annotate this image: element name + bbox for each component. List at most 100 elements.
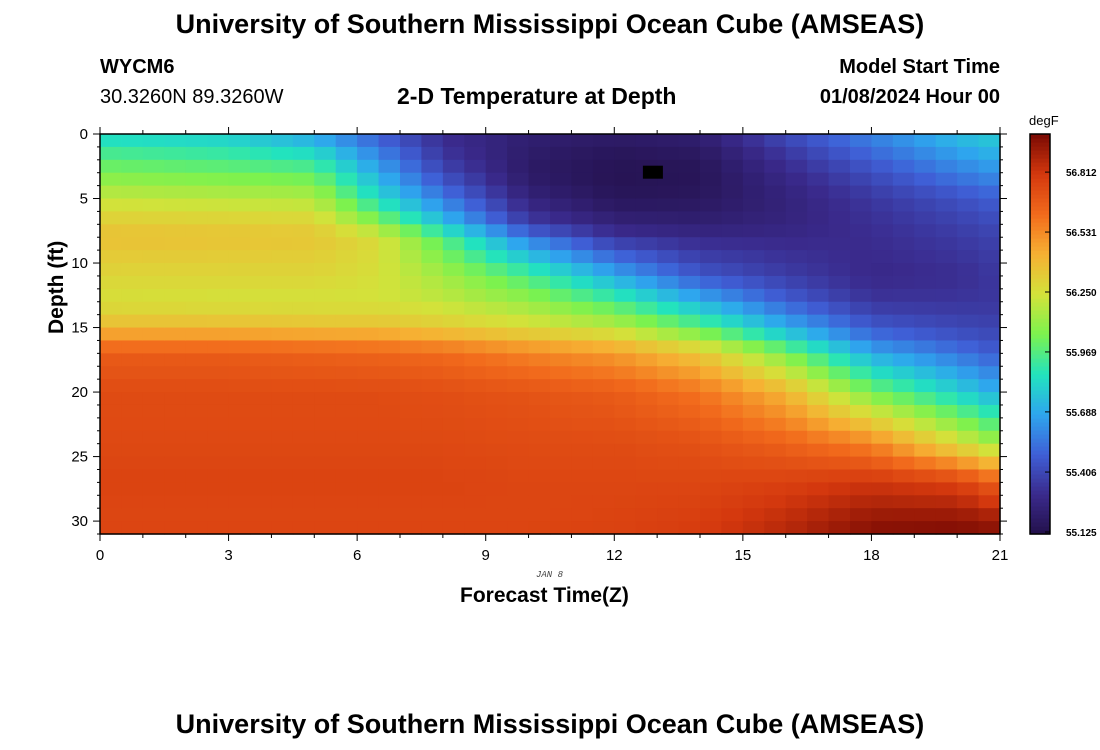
heatmap-cell (850, 417, 873, 432)
heatmap-cell (335, 314, 358, 329)
heatmap-cell (528, 314, 551, 329)
heatmap-cell (721, 288, 744, 303)
heatmap-cell (828, 392, 851, 406)
heatmap-cell (164, 379, 187, 393)
heatmap-cell (592, 172, 615, 187)
heatmap-cell (550, 417, 573, 432)
heatmap-cell (850, 508, 873, 522)
heatmap-cell (678, 172, 701, 187)
heatmap-cell (335, 146, 358, 161)
heatmap-cell (464, 159, 487, 174)
heatmap-cell (957, 353, 980, 367)
heatmap-cell (678, 482, 701, 496)
heatmap-cell (207, 172, 230, 187)
colorbar-segment (1030, 194, 1050, 199)
heatmap-cell (442, 417, 465, 432)
heatmap-cell (400, 250, 423, 264)
heatmap-cell (678, 417, 701, 432)
heatmap-cell (207, 301, 230, 316)
colorbar-segment (1030, 218, 1050, 223)
heatmap-cell (721, 430, 744, 445)
heatmap-cell (142, 353, 165, 367)
heatmap-cell (314, 146, 337, 161)
heatmap-cell (271, 134, 294, 148)
heatmap-cell (528, 353, 551, 367)
heatmap-cell (142, 521, 165, 535)
heatmap-cell (935, 353, 958, 367)
heatmap-cell (807, 250, 830, 264)
heatmap-cell (700, 263, 723, 277)
heatmap-cell (914, 263, 937, 277)
heatmap-cell (271, 237, 294, 251)
heatmap-cell (485, 314, 508, 329)
heatmap-cell (550, 456, 573, 471)
heatmap-cell (828, 443, 851, 458)
heatmap-cell (442, 508, 465, 522)
heatmap-cell (571, 392, 594, 406)
heatmap-cell (421, 314, 444, 329)
heatmap-cell (914, 327, 937, 342)
heatmap-cell (142, 404, 165, 419)
heatmap-cell (400, 301, 423, 316)
heatmap-cell (871, 366, 894, 380)
colorbar-segment (1030, 390, 1050, 395)
heatmap-cell (292, 314, 315, 329)
heatmap-cell (292, 404, 315, 419)
colorbar-segment (1030, 502, 1050, 507)
heatmap-cell (228, 263, 251, 277)
heatmap-cell (464, 327, 487, 342)
heatmap-cell (785, 521, 808, 535)
colorbar-segment (1030, 230, 1050, 235)
heatmap-cell (164, 521, 187, 535)
heatmap-cell (378, 340, 401, 354)
colorbar-segment (1030, 178, 1050, 183)
heatmap-cell (378, 495, 401, 509)
heatmap-cell (764, 508, 787, 522)
heatmap-cell (785, 314, 808, 329)
heatmap-cell (571, 379, 594, 393)
heatmap-cell (121, 237, 144, 251)
heatmap-cell (142, 456, 165, 471)
heatmap-cell (721, 340, 744, 354)
colorbar-segment (1030, 142, 1050, 147)
heatmap-cell (507, 250, 530, 264)
heatmap-cell (850, 482, 873, 496)
heatmap-cell (957, 198, 980, 213)
heatmap-cell (378, 443, 401, 458)
heatmap-cell (785, 482, 808, 496)
heatmap-cell (335, 211, 358, 225)
heatmap-cell (185, 340, 208, 354)
heatmap-cell (228, 392, 251, 406)
heatmap-cell (828, 508, 851, 522)
heatmap-cell (550, 521, 573, 535)
heatmap-cell (528, 224, 551, 238)
heatmap-cell (550, 353, 573, 367)
heatmap-cell (464, 430, 487, 445)
heatmap-cell (892, 366, 915, 380)
heatmap-cell (271, 327, 294, 342)
heatmap-cell (485, 185, 508, 200)
heatmap-cell (614, 172, 637, 187)
heatmap-cell (571, 263, 594, 277)
heatmap-cell (228, 482, 251, 496)
heatmap-cell (892, 482, 915, 496)
heatmap-cell (700, 134, 723, 148)
colorbar-segment (1030, 414, 1050, 419)
heatmap-cell (314, 521, 337, 535)
heatmap-cell (185, 275, 208, 290)
heatmap-cell (335, 198, 358, 213)
heatmap-cell (250, 314, 273, 329)
heatmap-cell (742, 366, 765, 380)
heatmap-cell (657, 379, 680, 393)
heatmap-cell (142, 327, 165, 342)
x-tick-label: 21 (992, 547, 1009, 564)
heatmap-cell (850, 353, 873, 367)
heatmap-cell (571, 430, 594, 445)
heatmap-cell (935, 172, 958, 187)
y-tick-label: 5 (80, 191, 88, 208)
heatmap-cell (892, 443, 915, 458)
heatmap-cell (100, 379, 123, 393)
heatmap-cell (485, 172, 508, 187)
heatmap-cell (142, 237, 165, 251)
heatmap-cell (892, 417, 915, 432)
